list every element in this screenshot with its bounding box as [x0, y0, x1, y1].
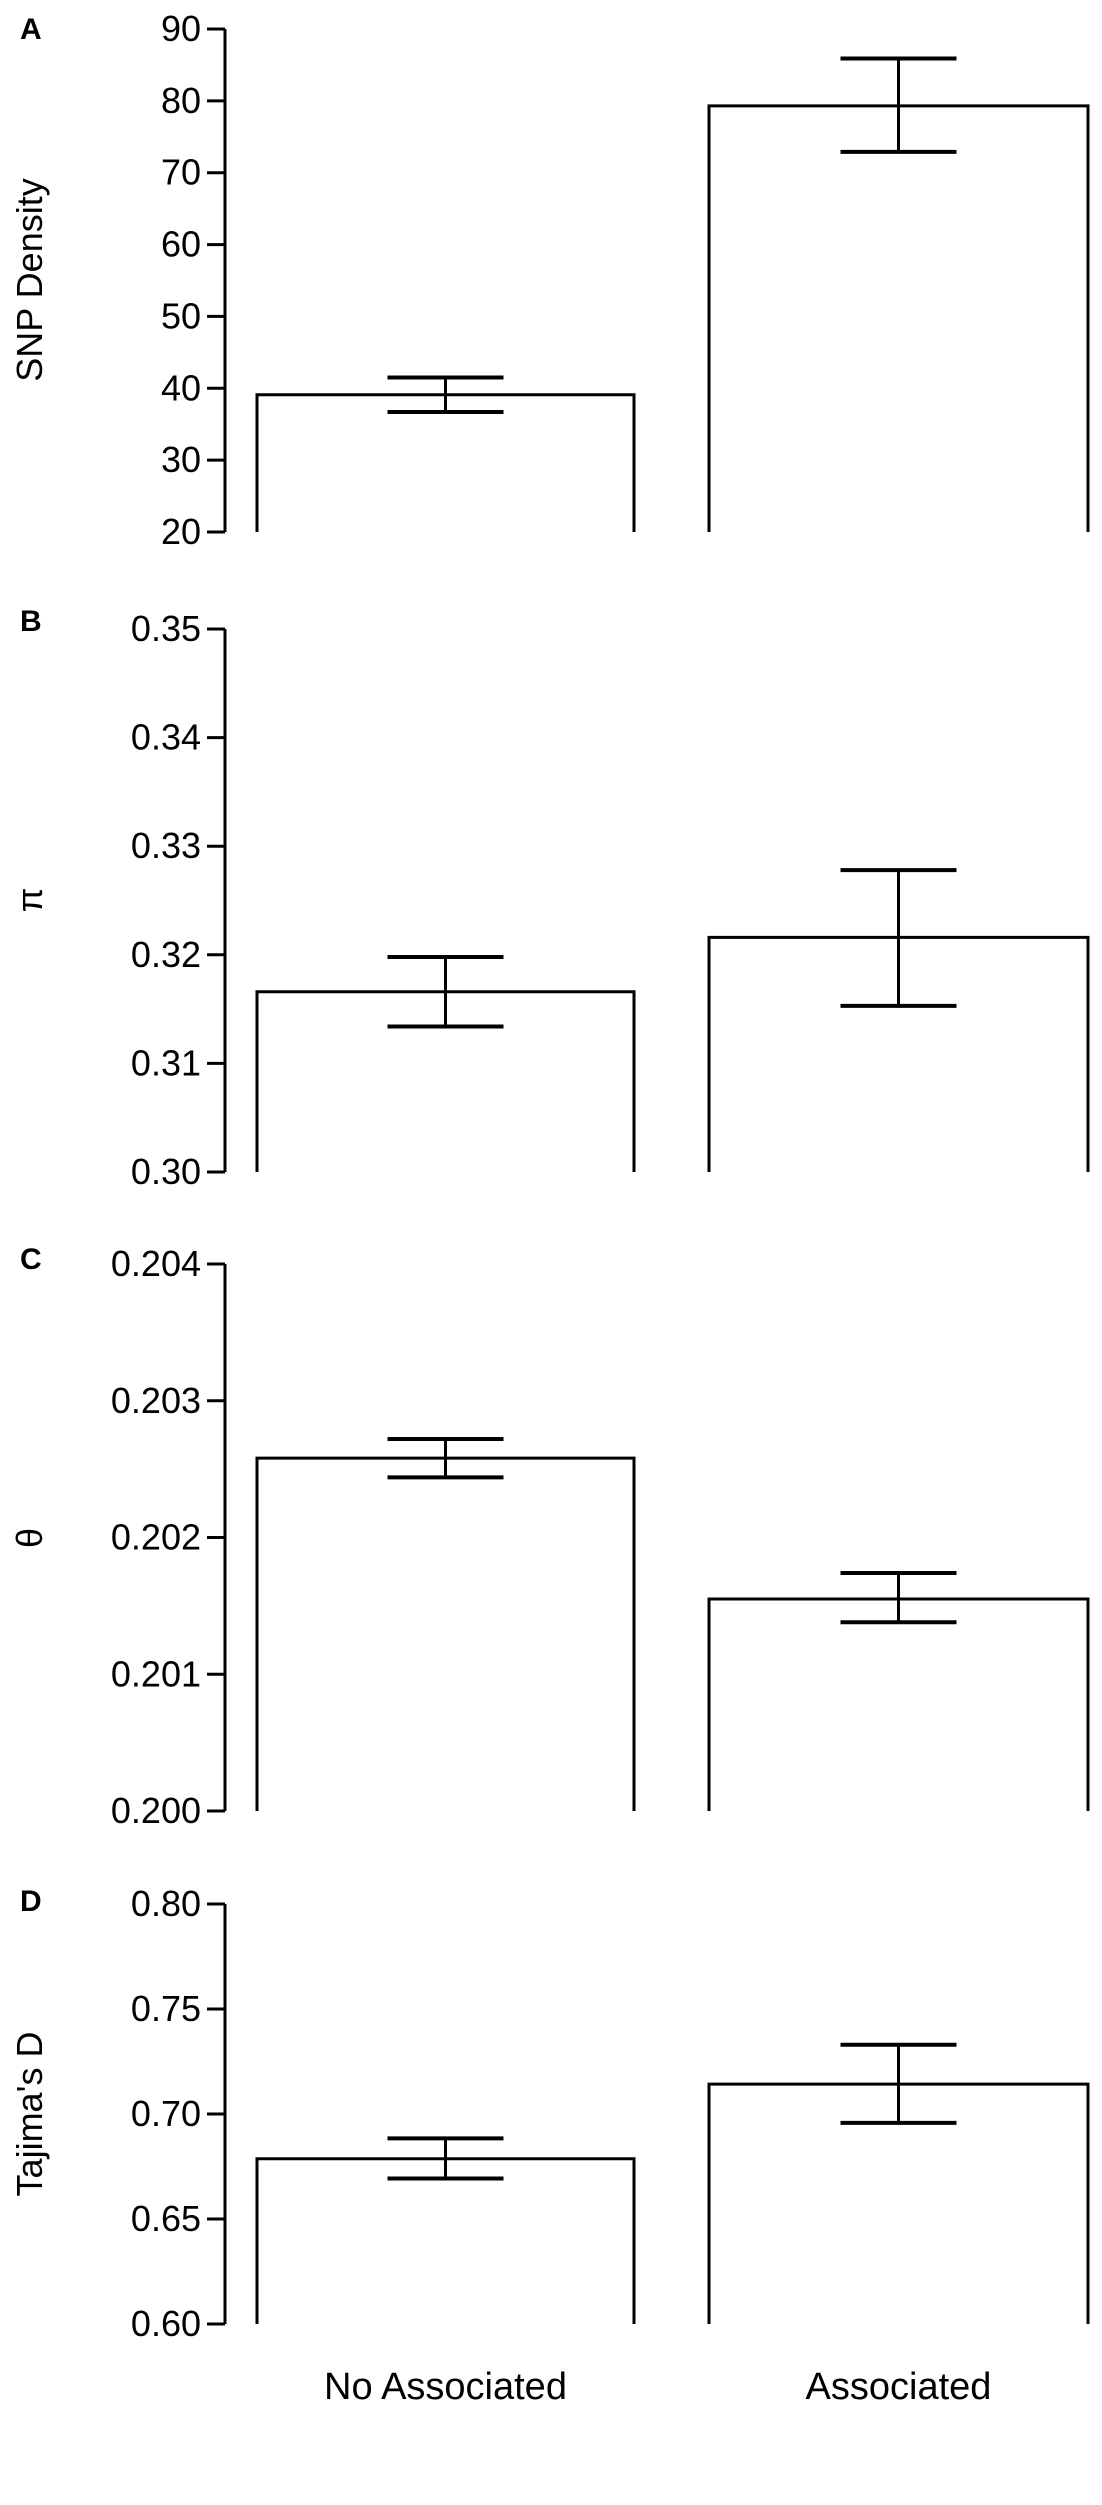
panel-d: D Tajima's D 0.60 0.65 0.70 0.75 0.80: [9, 1883, 1090, 2344]
x-category-label: Associated: [806, 2366, 992, 2408]
y-tick-label: 60: [161, 224, 201, 265]
y-tick-label: 40: [161, 367, 201, 408]
y-tick-label: 50: [161, 295, 201, 336]
error-bar: [387, 954, 504, 1029]
y-tick-label: 0.33: [131, 825, 201, 866]
y-tick-label: 0.35: [131, 608, 201, 649]
y-tick-label: 0.65: [131, 2198, 201, 2239]
y-tick-label: 0.31: [131, 1042, 201, 1083]
error-bar: [387, 1437, 504, 1480]
panel-a: A SNP Density 20 30 40 50 60 70 80 90: [9, 8, 1090, 552]
y-tick-label: 0.75: [131, 1988, 201, 2029]
panel-letter: D: [20, 1885, 42, 1918]
y-tick-label: 0.70: [131, 2093, 201, 2134]
y-axis-label: π: [9, 888, 50, 913]
y-tick-label: 0.34: [131, 717, 201, 758]
y-tick-label: 30: [161, 439, 201, 480]
error-bar: [840, 56, 957, 154]
error-bar: [387, 375, 504, 414]
y-tick-label: 0.203: [111, 1380, 201, 1421]
y-tick-label: 90: [161, 8, 201, 49]
panel-b: Bπ 0.30 0.31 0.32 0.33 0.34 0.35: [9, 605, 1090, 1192]
panel-letter: C: [20, 1243, 42, 1276]
y-tick-label: 70: [161, 152, 201, 193]
panel-letter: B: [20, 605, 42, 638]
bar-no-associated: [255, 2157, 636, 2324]
error-bar: [840, 868, 957, 1008]
y-axis-label: θ: [9, 1528, 50, 1548]
panel-c: Cθ 0.200 0.201 0.202 0.203 0.204: [9, 1243, 1090, 1831]
y-tick-label: 0.30: [131, 1151, 201, 1192]
x-category-label: No Associated: [324, 2366, 567, 2408]
error-bar: [840, 2042, 957, 2125]
y-tick-label: 80: [161, 80, 201, 121]
y-axis-label: Tajima's D: [9, 2032, 50, 2197]
error-bar: [387, 2136, 504, 2181]
y-tick-label: 0.200: [111, 1790, 201, 1831]
bar-no-associated: [255, 1456, 636, 1811]
panel-letter: A: [20, 13, 42, 46]
y-tick-label: 0.80: [131, 1883, 201, 1924]
bar-no-associated: [255, 393, 636, 532]
y-tick-label: 0.202: [111, 1517, 201, 1558]
y-tick-label: 0.201: [111, 1653, 201, 1694]
y-tick-label: 0.204: [111, 1243, 201, 1284]
y-tick-label: 20: [161, 511, 201, 552]
bar-associated: [707, 104, 1090, 532]
y-tick-label: 0.60: [131, 2303, 201, 2344]
error-bar: [840, 1571, 957, 1625]
y-axis-label: SNP Density: [9, 178, 50, 381]
bar-associated: [707, 1597, 1090, 1811]
y-tick-label: 0.32: [131, 934, 201, 975]
